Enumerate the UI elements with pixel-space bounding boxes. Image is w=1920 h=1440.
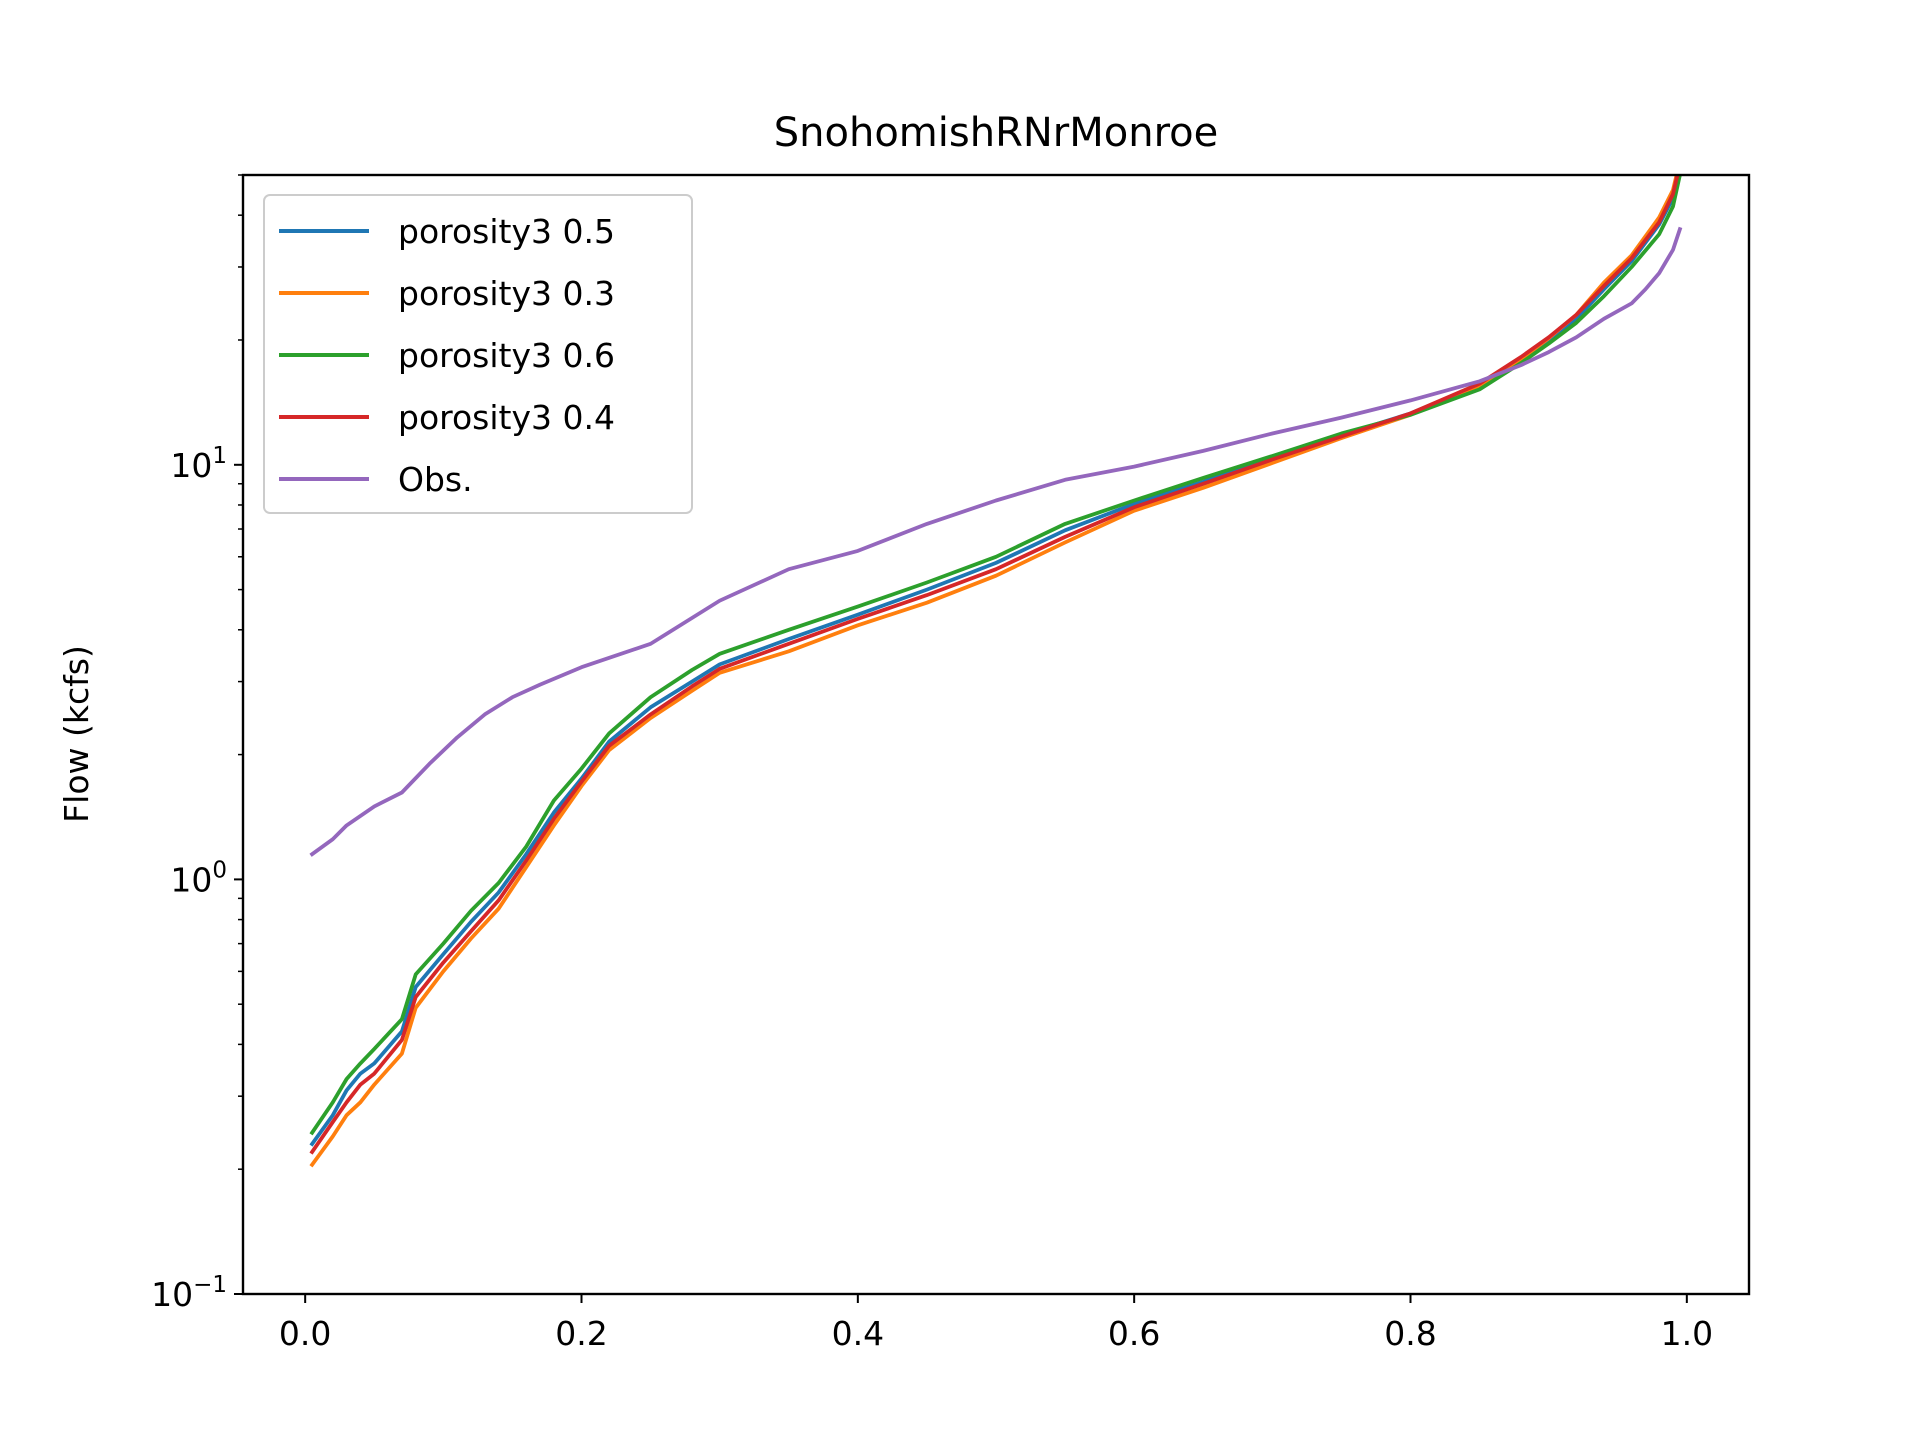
y-tick-label: 100 (170, 857, 227, 899)
series-line-3 (309, 175, 1680, 1155)
legend-label: porosity3 0.3 (398, 274, 615, 313)
legend-label: Obs. (398, 460, 473, 499)
legend-box (263, 194, 693, 514)
x-tick-label: 0.2 (555, 1314, 607, 1353)
x-axis: 0.0 0.2 0.4 0.6 0.8 1.0 (279, 1294, 1713, 1353)
x-tick-label: 0.6 (1108, 1314, 1160, 1353)
legend-label: porosity3 0.6 (398, 336, 615, 375)
legend-label: porosity3 0.5 (398, 212, 615, 251)
x-tick-label: 1.0 (1661, 1314, 1713, 1353)
series-line-4 (309, 226, 1683, 857)
series-layer (309, 175, 1683, 1168)
plot-frame (241, 173, 1751, 1296)
legend-label: porosity3 0.4 (398, 398, 615, 437)
series-line-2 (309, 175, 1682, 1136)
x-tick-label: 0.8 (1384, 1314, 1436, 1353)
x-tick-label: 0.4 (832, 1314, 884, 1353)
chart-title: SnohomishRNrMonroe (774, 110, 1218, 156)
y-axis-label: Flow (kcfs) (57, 645, 96, 823)
x-tick-label: 0.0 (279, 1314, 331, 1353)
legend: porosity3 0.5 porosity3 0.3 porosity3 0.6 p… (263, 194, 693, 514)
